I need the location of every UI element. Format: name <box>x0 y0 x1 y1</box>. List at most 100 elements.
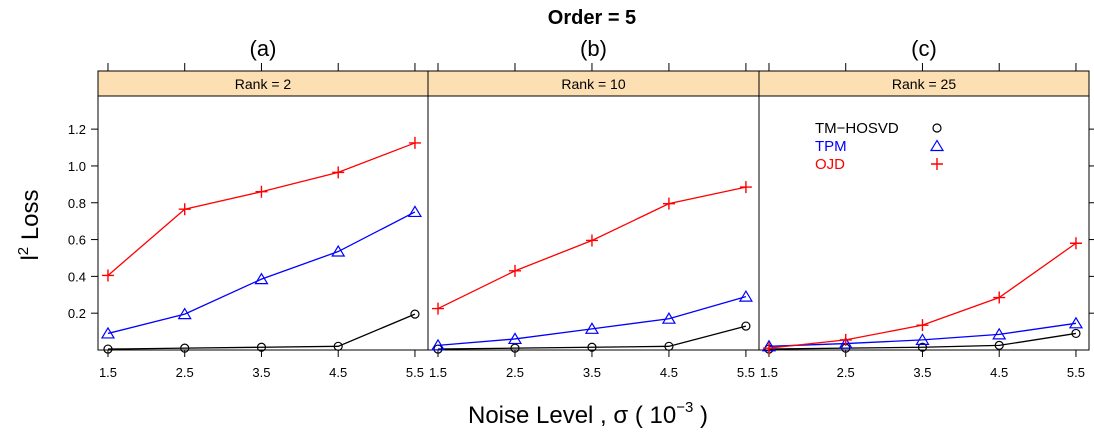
strip-bar <box>758 70 1090 97</box>
series-line <box>437 295 747 347</box>
data-point <box>741 321 751 331</box>
data-point <box>507 332 523 345</box>
x-tick-label: 1.5 <box>760 365 778 380</box>
data-point <box>915 333 930 345</box>
strip-label: Rank = 25 <box>892 76 956 92</box>
data-point <box>661 312 676 324</box>
data-point <box>585 234 598 247</box>
data-point <box>333 341 343 351</box>
y-tick-label: 0.4 <box>68 269 86 284</box>
data-point <box>407 205 423 218</box>
y-axis-title: l2 Loss <box>15 189 44 260</box>
legend-marker <box>931 158 943 170</box>
data-point <box>838 336 853 349</box>
panel-subtitle: (c) <box>911 36 937 61</box>
data-point <box>916 319 929 332</box>
x-tick-label: 2.5 <box>837 365 855 380</box>
series-line <box>768 242 1077 349</box>
series-tpm <box>430 289 753 351</box>
svg-text:Noise Level , σ ( 10−3 ): Noise Level , σ ( 10−3 ) <box>468 399 708 429</box>
series-tmhosvd <box>433 321 751 354</box>
strip-bar <box>427 70 760 97</box>
legend-marker <box>929 139 945 152</box>
series-line <box>107 142 416 276</box>
plot-frame <box>427 95 760 351</box>
panel-subtitle: (b) <box>580 36 607 61</box>
data-point <box>993 291 1006 304</box>
data-point <box>1068 316 1084 329</box>
data-point <box>101 269 114 282</box>
panel-3: Rank = 25 (c) 1.5 2.5 3.5 4.5 5.5 <box>758 36 1094 380</box>
x-tick-label: 1.5 <box>99 365 117 380</box>
data-point <box>331 244 346 257</box>
data-point <box>762 342 775 355</box>
series-line <box>768 332 1077 350</box>
panel-2: Rank = 10 (b) 1.5 2.5 3.5 4.5 5.5 <box>427 36 760 380</box>
data-point <box>839 333 852 346</box>
x-tick-label: 4.5 <box>660 365 678 380</box>
data-point <box>430 338 446 351</box>
data-point <box>994 340 1004 350</box>
legend-label: TPM <box>815 138 847 155</box>
legend-label: OJD <box>815 156 845 173</box>
x-tick-label: 4.5 <box>329 365 347 380</box>
series-line <box>768 322 1077 347</box>
data-point <box>180 343 190 353</box>
series-line <box>437 186 747 310</box>
data-point <box>510 343 520 353</box>
legend-marker <box>932 123 942 133</box>
x-axis-title: Noise Level , σ ( 10−3 ) <box>468 399 708 429</box>
x-tick-label: 4.5 <box>990 365 1008 380</box>
data-point <box>254 272 269 285</box>
series-ojd <box>432 181 752 315</box>
series-line <box>437 325 747 350</box>
plot-frame <box>758 95 1090 351</box>
data-point <box>408 136 421 149</box>
data-point <box>1069 237 1082 250</box>
data-point <box>664 341 674 351</box>
series-tmhosvd <box>103 309 420 354</box>
plot-frame <box>97 95 429 351</box>
y-tick-label: 0.6 <box>68 233 86 248</box>
panel-subtitle: (a) <box>250 36 277 61</box>
y-tick-label: 0.2 <box>68 306 86 321</box>
data-point <box>662 197 675 210</box>
data-point <box>256 342 267 352</box>
data-point <box>432 302 445 315</box>
data-point <box>100 326 116 339</box>
data-point <box>992 327 1007 340</box>
y-tick-label: 1.2 <box>68 122 86 137</box>
series-tpm <box>100 205 423 339</box>
y-tick-label: 1.0 <box>68 159 86 174</box>
x-tick-label: 2.5 <box>176 365 194 380</box>
panel-1: Rank = 2 (a) 1.5 2.5 3.5 4.5 5.5 0.2 0.4 0.6 0.8 1.… <box>68 36 429 380</box>
strip-bar <box>97 70 429 97</box>
data-point <box>255 185 268 198</box>
svg-text:l2 Loss: l2 Loss <box>15 189 44 260</box>
x-tick-label: 2.5 <box>506 365 524 380</box>
series-ojd <box>762 237 1082 355</box>
strip-label: Rank = 10 <box>561 76 625 92</box>
x-tick-label: 1.5 <box>429 365 447 380</box>
x-tick-label: 5.5 <box>737 365 755 380</box>
data-point <box>508 264 521 277</box>
strip-label: Rank = 2 <box>235 76 292 92</box>
legend-label: TM−HOSVD <box>815 120 899 137</box>
data-point <box>587 342 597 352</box>
y-tick-label: 0.8 <box>68 196 86 211</box>
x-tick-label: 3.5 <box>913 365 931 380</box>
chart-title: Order = 5 <box>548 7 636 29</box>
data-point <box>739 181 752 194</box>
x-tick-label: 3.5 <box>252 365 270 380</box>
x-tick-label: 5.5 <box>406 365 424 380</box>
x-tick-label: 3.5 <box>583 365 601 380</box>
data-point <box>917 342 928 352</box>
data-point <box>410 309 420 319</box>
data-point <box>738 289 753 302</box>
data-point <box>103 344 113 354</box>
x-tick-label: 5.5 <box>1067 365 1085 380</box>
series-line <box>107 211 416 335</box>
series-ojd <box>101 136 421 282</box>
